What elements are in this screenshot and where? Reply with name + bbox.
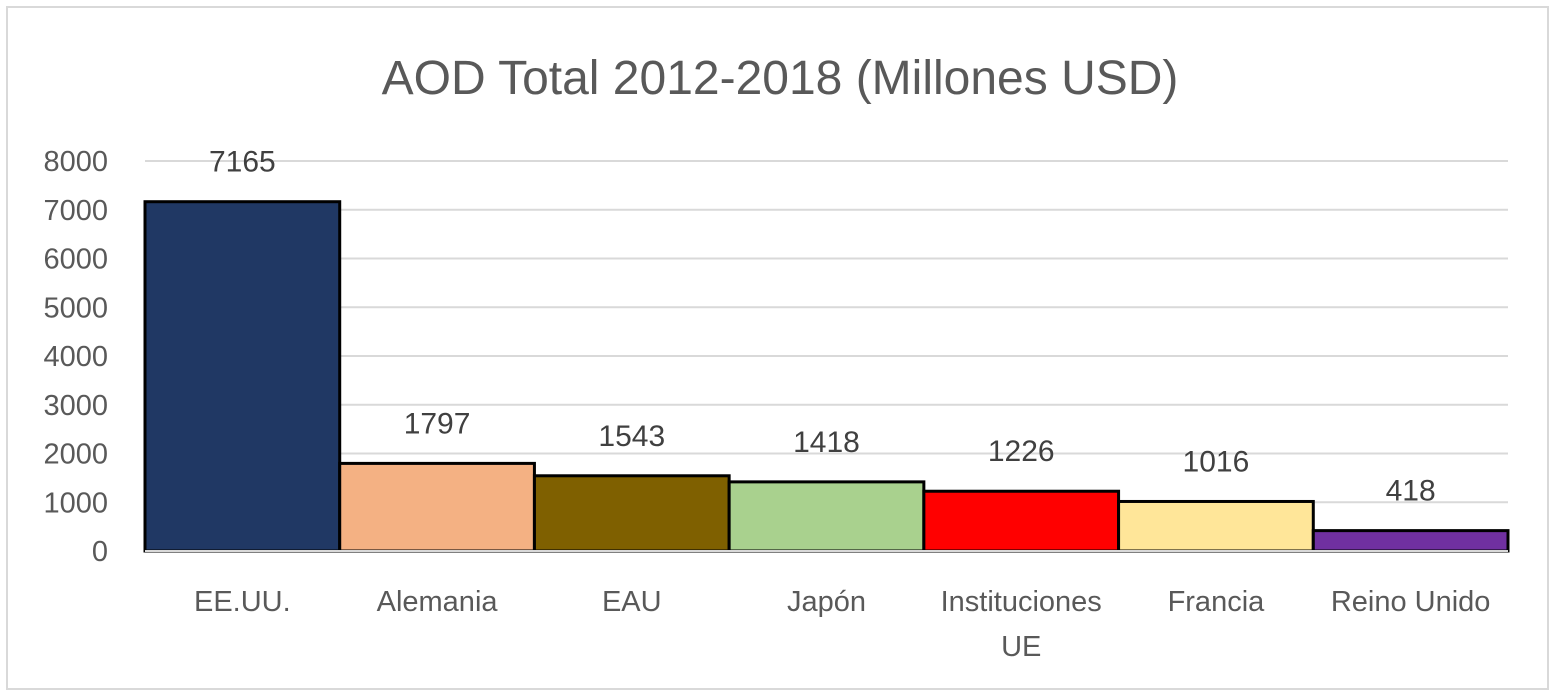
data-label: 1797 bbox=[404, 407, 471, 440]
data-label: 1016 bbox=[1183, 445, 1250, 478]
data-label: 418 bbox=[1386, 475, 1436, 508]
y-axis-ticks: 0 1000 2000 3000 4000 5000 6000 7000 8000 bbox=[43, 146, 108, 568]
category-label: EE.UU. bbox=[194, 586, 291, 618]
y-tick-label: 7000 bbox=[43, 195, 108, 227]
y-tick-label: 6000 bbox=[43, 244, 108, 276]
bar bbox=[143, 200, 342, 553]
y-tick-label: 3000 bbox=[43, 390, 108, 422]
bar bbox=[727, 480, 926, 553]
data-label: 1543 bbox=[598, 420, 665, 453]
bar bbox=[532, 474, 731, 553]
data-label: 7165 bbox=[209, 146, 276, 179]
category-label: Japón bbox=[787, 586, 866, 618]
data-label: 1226 bbox=[988, 435, 1055, 468]
y-tick-label: 5000 bbox=[43, 292, 108, 324]
data-label: 1418 bbox=[793, 426, 860, 459]
chart-title: AOD Total 2012-2018 (Millones USD) bbox=[382, 52, 1179, 105]
data-labels: 7165 1797 1543 1418 1226 1016 418 bbox=[209, 146, 1436, 508]
category-label: Reino Unido bbox=[1331, 586, 1491, 618]
y-tick-label: 2000 bbox=[43, 439, 108, 471]
bar bbox=[338, 461, 536, 553]
y-tick-label: 4000 bbox=[43, 341, 108, 373]
category-label: Alemania bbox=[377, 586, 499, 618]
category-label: Francia bbox=[1168, 586, 1266, 618]
bar bbox=[1117, 499, 1315, 553]
category-labels: EE.UU. Alemania EAU Japón Instituciones UE Fra… bbox=[194, 586, 1490, 663]
y-tick-label: 8000 bbox=[43, 146, 108, 178]
y-tick-label: 0 bbox=[92, 536, 108, 568]
category-label: Instituciones bbox=[941, 586, 1102, 618]
bar bbox=[1311, 529, 1510, 553]
category-label: UE bbox=[1001, 631, 1041, 663]
bars bbox=[143, 200, 1510, 553]
y-tick-label: 1000 bbox=[43, 487, 108, 519]
category-label: EAU bbox=[602, 586, 662, 618]
bar bbox=[922, 489, 1121, 553]
